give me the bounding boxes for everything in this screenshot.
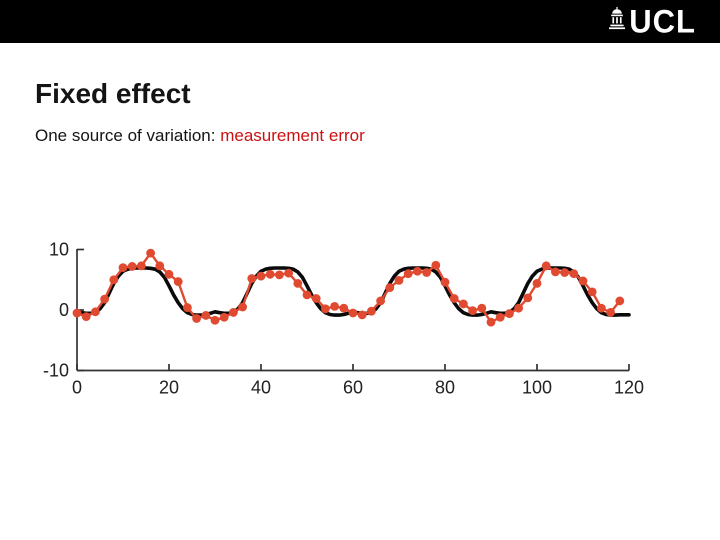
data-point-marker bbox=[118, 263, 128, 273]
data-point-marker bbox=[183, 303, 192, 312]
data-point-marker bbox=[385, 283, 395, 293]
data-point-marker bbox=[532, 278, 542, 288]
x-tick-label: 80 bbox=[435, 378, 455, 398]
data-point-marker bbox=[431, 260, 441, 270]
data-point-marker bbox=[339, 303, 349, 313]
x-tick-label: 60 bbox=[343, 378, 363, 398]
data-point-marker bbox=[275, 270, 284, 280]
page-title: Fixed effect bbox=[35, 78, 191, 109]
data-point-marker bbox=[284, 268, 293, 278]
data-point-marker bbox=[569, 269, 579, 279]
subtitle-prefix: One source of variation: bbox=[35, 126, 221, 145]
subtitle-highlight: measurement error bbox=[220, 126, 365, 145]
data-point-marker bbox=[81, 312, 91, 322]
data-point-marker bbox=[440, 277, 450, 287]
data-point-marker bbox=[109, 275, 119, 285]
data-point-marker bbox=[376, 296, 385, 306]
page-subtitle: One source of variation: measurement err… bbox=[35, 126, 365, 146]
data-point-marker bbox=[394, 275, 404, 285]
data-point-marker bbox=[477, 303, 487, 313]
data-point-marker bbox=[523, 293, 533, 303]
data-point-marker bbox=[551, 267, 560, 277]
data-point-marker bbox=[210, 315, 220, 325]
ucl-portico-icon bbox=[609, 7, 626, 30]
data-point-marker bbox=[137, 261, 146, 271]
signal-chart: 0 20 40 60 80 100 120 -10 0 10 bbox=[36, 228, 656, 413]
data-point-marker bbox=[173, 277, 183, 286]
x-tick-label: 20 bbox=[159, 378, 179, 398]
data-point-marker bbox=[357, 310, 367, 320]
x-tick-label: 40 bbox=[251, 378, 271, 398]
data-point-marker bbox=[247, 274, 257, 283]
data-point-marker bbox=[541, 261, 551, 271]
data-point-marker bbox=[321, 304, 330, 314]
data-point-marker bbox=[413, 266, 422, 276]
data-point-marker bbox=[468, 306, 477, 316]
data-point-marker bbox=[449, 294, 459, 303]
data-point-marker bbox=[91, 307, 100, 317]
data-point-marker bbox=[201, 311, 211, 320]
data-point-marker bbox=[229, 308, 238, 317]
data-point-marker bbox=[238, 302, 248, 312]
data-point-marker bbox=[459, 299, 468, 309]
data-point-marker bbox=[265, 269, 275, 279]
x-tick-label: 120 bbox=[614, 378, 644, 398]
data-point-marker bbox=[486, 317, 496, 327]
data-point-marker bbox=[256, 271, 266, 281]
data-point-marker bbox=[348, 308, 358, 318]
data-point-marker bbox=[615, 296, 625, 306]
data-point-marker bbox=[155, 261, 165, 271]
data-point-marker bbox=[505, 309, 514, 319]
ucl-logo: UCL bbox=[609, 3, 696, 40]
data-point-marker bbox=[146, 248, 155, 258]
data-point-marker bbox=[514, 303, 523, 313]
data-point-marker bbox=[192, 314, 202, 323]
data-point-marker bbox=[164, 269, 174, 279]
data-point-marker bbox=[127, 262, 137, 271]
logo-text: UCL bbox=[629, 3, 696, 40]
data-point-marker bbox=[606, 308, 615, 317]
data-point-marker bbox=[311, 294, 321, 303]
header-bar: UCL bbox=[0, 0, 720, 43]
data-point-marker bbox=[367, 306, 376, 316]
data-point-marker bbox=[293, 278, 303, 288]
data-point-marker bbox=[403, 269, 413, 279]
data-point-marker bbox=[330, 301, 339, 311]
data-point-marker bbox=[560, 268, 569, 277]
data-point-marker bbox=[100, 294, 109, 304]
data-point-marker bbox=[422, 268, 431, 277]
data-point-marker bbox=[219, 312, 229, 322]
y-tick-label: 0 bbox=[59, 300, 69, 320]
data-point-marker bbox=[495, 312, 505, 322]
data-point-marker bbox=[597, 303, 606, 313]
data-point-marker bbox=[302, 290, 312, 300]
data-point-marker bbox=[72, 308, 82, 318]
x-tick-label: 0 bbox=[72, 378, 82, 398]
y-tick-label: -10 bbox=[43, 361, 69, 381]
data-point-marker bbox=[578, 276, 588, 286]
data-point-marker bbox=[587, 287, 597, 297]
x-tick-label: 100 bbox=[522, 378, 552, 398]
y-tick-label: 10 bbox=[49, 240, 69, 260]
series-line-true-signal bbox=[75, 266, 631, 317]
